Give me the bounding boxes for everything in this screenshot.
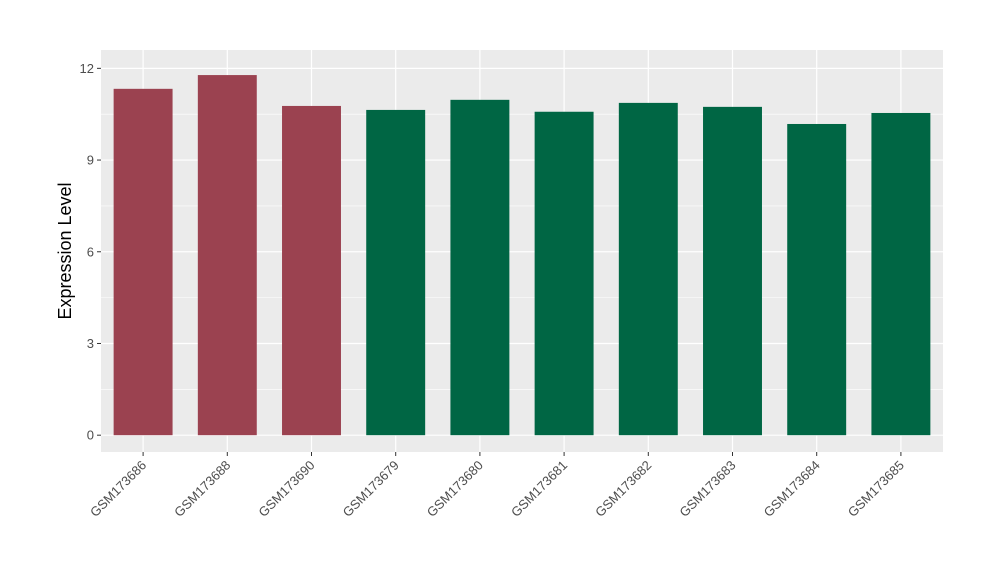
- y-tick-label: 9: [87, 153, 94, 168]
- bar-GSM173679: [366, 109, 426, 436]
- bar-GSM173685: [871, 112, 931, 436]
- x-tick-label: GSM173685: [845, 458, 907, 520]
- y-tick-label: 0: [87, 428, 94, 443]
- bar-GSM173683: [703, 106, 762, 436]
- bar-GSM173686: [113, 88, 173, 436]
- y-tick-label: 12: [80, 61, 94, 76]
- x-tick-label: GSM173686: [87, 458, 149, 520]
- x-tick-label: GSM173681: [508, 458, 570, 520]
- x-tick-label: GSM173683: [676, 458, 738, 520]
- bar-GSM173684: [787, 123, 847, 436]
- x-tick-label: GSM173682: [592, 458, 654, 520]
- bar-GSM173680: [450, 99, 510, 436]
- y-tick-label: 6: [87, 244, 94, 259]
- x-tick-label: GSM173688: [171, 458, 233, 520]
- bar-GSM173682: [618, 102, 678, 436]
- x-tick-label: GSM173690: [255, 458, 317, 520]
- y-tick-label: 3: [87, 336, 94, 351]
- bar-GSM173688: [197, 75, 257, 436]
- x-tick-label: GSM173679: [340, 458, 402, 520]
- bar-GSM173681: [534, 111, 594, 436]
- x-tick-label: GSM173684: [761, 458, 823, 520]
- x-tick-label: GSM173680: [424, 458, 486, 520]
- bar-GSM173690: [282, 105, 341, 436]
- y-axis-title: Expression Level: [55, 182, 75, 319]
